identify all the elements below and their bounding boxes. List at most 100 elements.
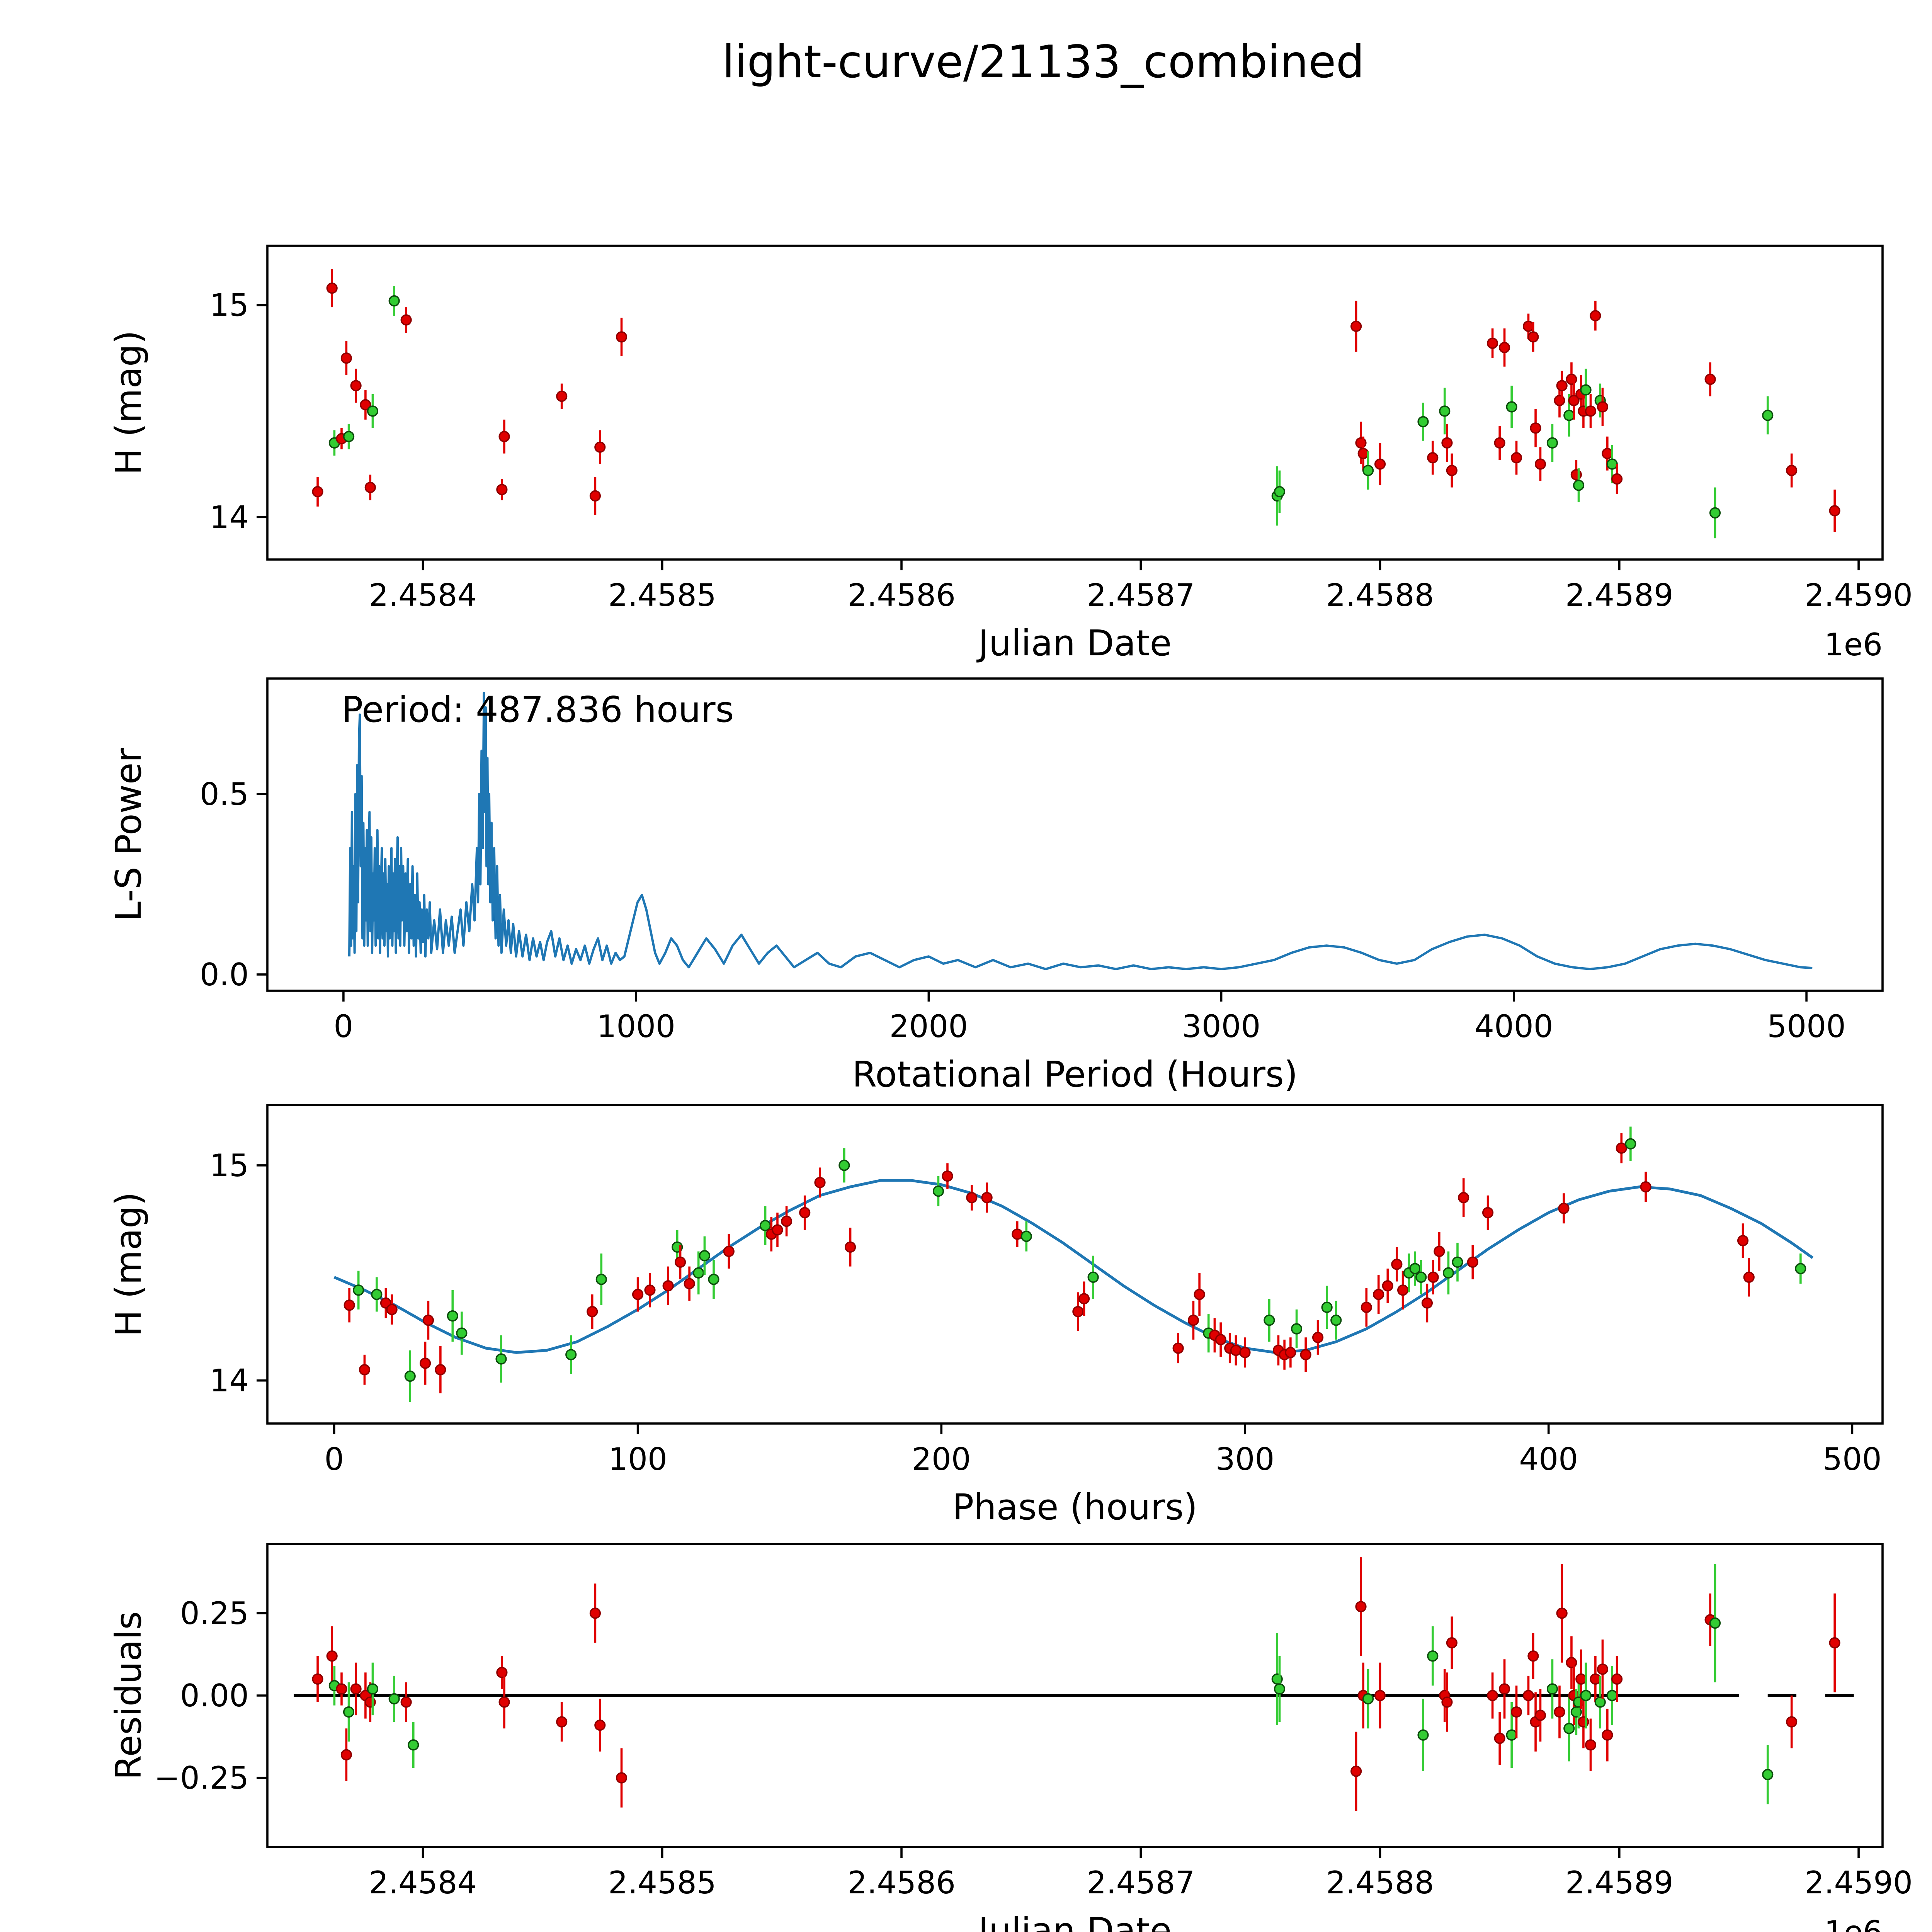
data-point — [336, 1672, 347, 1706]
marker — [388, 1693, 400, 1705]
marker — [1527, 331, 1539, 343]
data-point — [1762, 1745, 1774, 1804]
marker — [1786, 464, 1798, 476]
marker — [435, 1364, 446, 1376]
data-point — [1510, 440, 1522, 475]
data-point — [556, 383, 568, 409]
data-point — [589, 477, 601, 515]
marker — [772, 1224, 783, 1236]
data-point — [1361, 1288, 1372, 1327]
data-point — [350, 1662, 362, 1716]
marker — [1397, 1284, 1409, 1296]
marker — [1362, 464, 1374, 476]
data-point — [1580, 1662, 1592, 1729]
marker — [408, 1739, 419, 1751]
marker — [1580, 384, 1592, 396]
marker — [326, 282, 338, 294]
data-point — [1321, 1286, 1333, 1329]
data-point — [1704, 362, 1716, 396]
marker — [1585, 405, 1597, 417]
marker — [312, 1673, 323, 1685]
data-point — [759, 1206, 771, 1245]
data-point — [699, 1236, 711, 1275]
marker — [1594, 1696, 1606, 1708]
data-point — [1442, 1251, 1454, 1294]
x-tick-label: 2.4587 — [1087, 577, 1195, 613]
marker — [662, 1280, 674, 1292]
marker — [589, 1607, 601, 1619]
marker — [371, 1289, 383, 1300]
marker — [1482, 1207, 1494, 1218]
data-point — [1264, 1299, 1275, 1342]
marker — [1285, 1347, 1296, 1358]
marker — [1611, 473, 1623, 485]
marker — [326, 1650, 338, 1662]
y-tick-label: 14 — [209, 499, 249, 535]
data-point — [326, 269, 338, 308]
marker — [693, 1267, 704, 1279]
marker — [1829, 505, 1840, 517]
data-point — [1786, 453, 1798, 488]
data-point — [1737, 1223, 1749, 1258]
x-tick-label: 1000 — [597, 1009, 675, 1044]
data-point — [1606, 1666, 1618, 1725]
y-tick-label: 15 — [209, 1148, 249, 1184]
marker — [388, 295, 400, 307]
marker — [594, 1719, 606, 1731]
data-point — [1417, 1699, 1429, 1771]
data-point — [844, 1228, 856, 1267]
lightcurve-ylabel: H (mag) — [108, 330, 149, 475]
marker — [496, 484, 508, 495]
data-point — [1230, 1335, 1242, 1366]
marker — [1330, 1315, 1342, 1326]
marker — [942, 1170, 953, 1182]
data-point — [662, 1266, 674, 1305]
x-tick-label: 2.4584 — [369, 577, 477, 613]
marker — [1527, 1650, 1539, 1662]
data-point — [419, 1342, 431, 1385]
x-tick-label: 2.4588 — [1326, 577, 1434, 613]
marker — [1506, 401, 1517, 413]
data-point — [1597, 1639, 1609, 1699]
x-tick-label: 200 — [912, 1441, 971, 1477]
marker — [1439, 405, 1451, 417]
data-point — [1446, 453, 1458, 488]
marker — [1737, 1235, 1749, 1247]
x-tick-label: 400 — [1519, 1441, 1578, 1477]
marker — [1187, 1315, 1199, 1326]
data-point — [594, 430, 606, 464]
data-point — [1602, 1709, 1613, 1762]
marker — [1374, 1690, 1386, 1701]
data-point — [1611, 464, 1623, 494]
marker — [1762, 1769, 1774, 1781]
marker — [1498, 1683, 1510, 1695]
marker — [498, 1696, 510, 1708]
x-tick-label: 2.4585 — [608, 1865, 716, 1901]
data-point — [981, 1182, 993, 1213]
data-point — [1554, 1685, 1565, 1738]
marker — [1391, 1259, 1403, 1270]
marker — [360, 399, 371, 411]
marker — [1417, 416, 1429, 427]
marker — [422, 1315, 434, 1326]
marker — [1829, 1637, 1840, 1649]
marker — [1487, 1690, 1498, 1701]
marker — [1020, 1231, 1032, 1242]
phase-ylabel: H (mag) — [108, 1192, 149, 1337]
data-point — [1194, 1273, 1205, 1316]
marker — [1239, 1347, 1251, 1358]
data-point — [1274, 1656, 1286, 1722]
marker — [1350, 320, 1362, 332]
marker — [1357, 448, 1369, 459]
data-point — [1530, 409, 1541, 447]
marker — [1321, 1301, 1333, 1313]
marker — [699, 1250, 711, 1262]
marker — [1704, 374, 1716, 385]
data-point — [1362, 1669, 1374, 1729]
data-point — [1417, 403, 1429, 441]
marker — [1743, 1271, 1755, 1283]
data-point — [616, 1748, 628, 1808]
phase-frame — [266, 1104, 1884, 1425]
marker — [1427, 1650, 1439, 1662]
data-point — [404, 1350, 416, 1402]
